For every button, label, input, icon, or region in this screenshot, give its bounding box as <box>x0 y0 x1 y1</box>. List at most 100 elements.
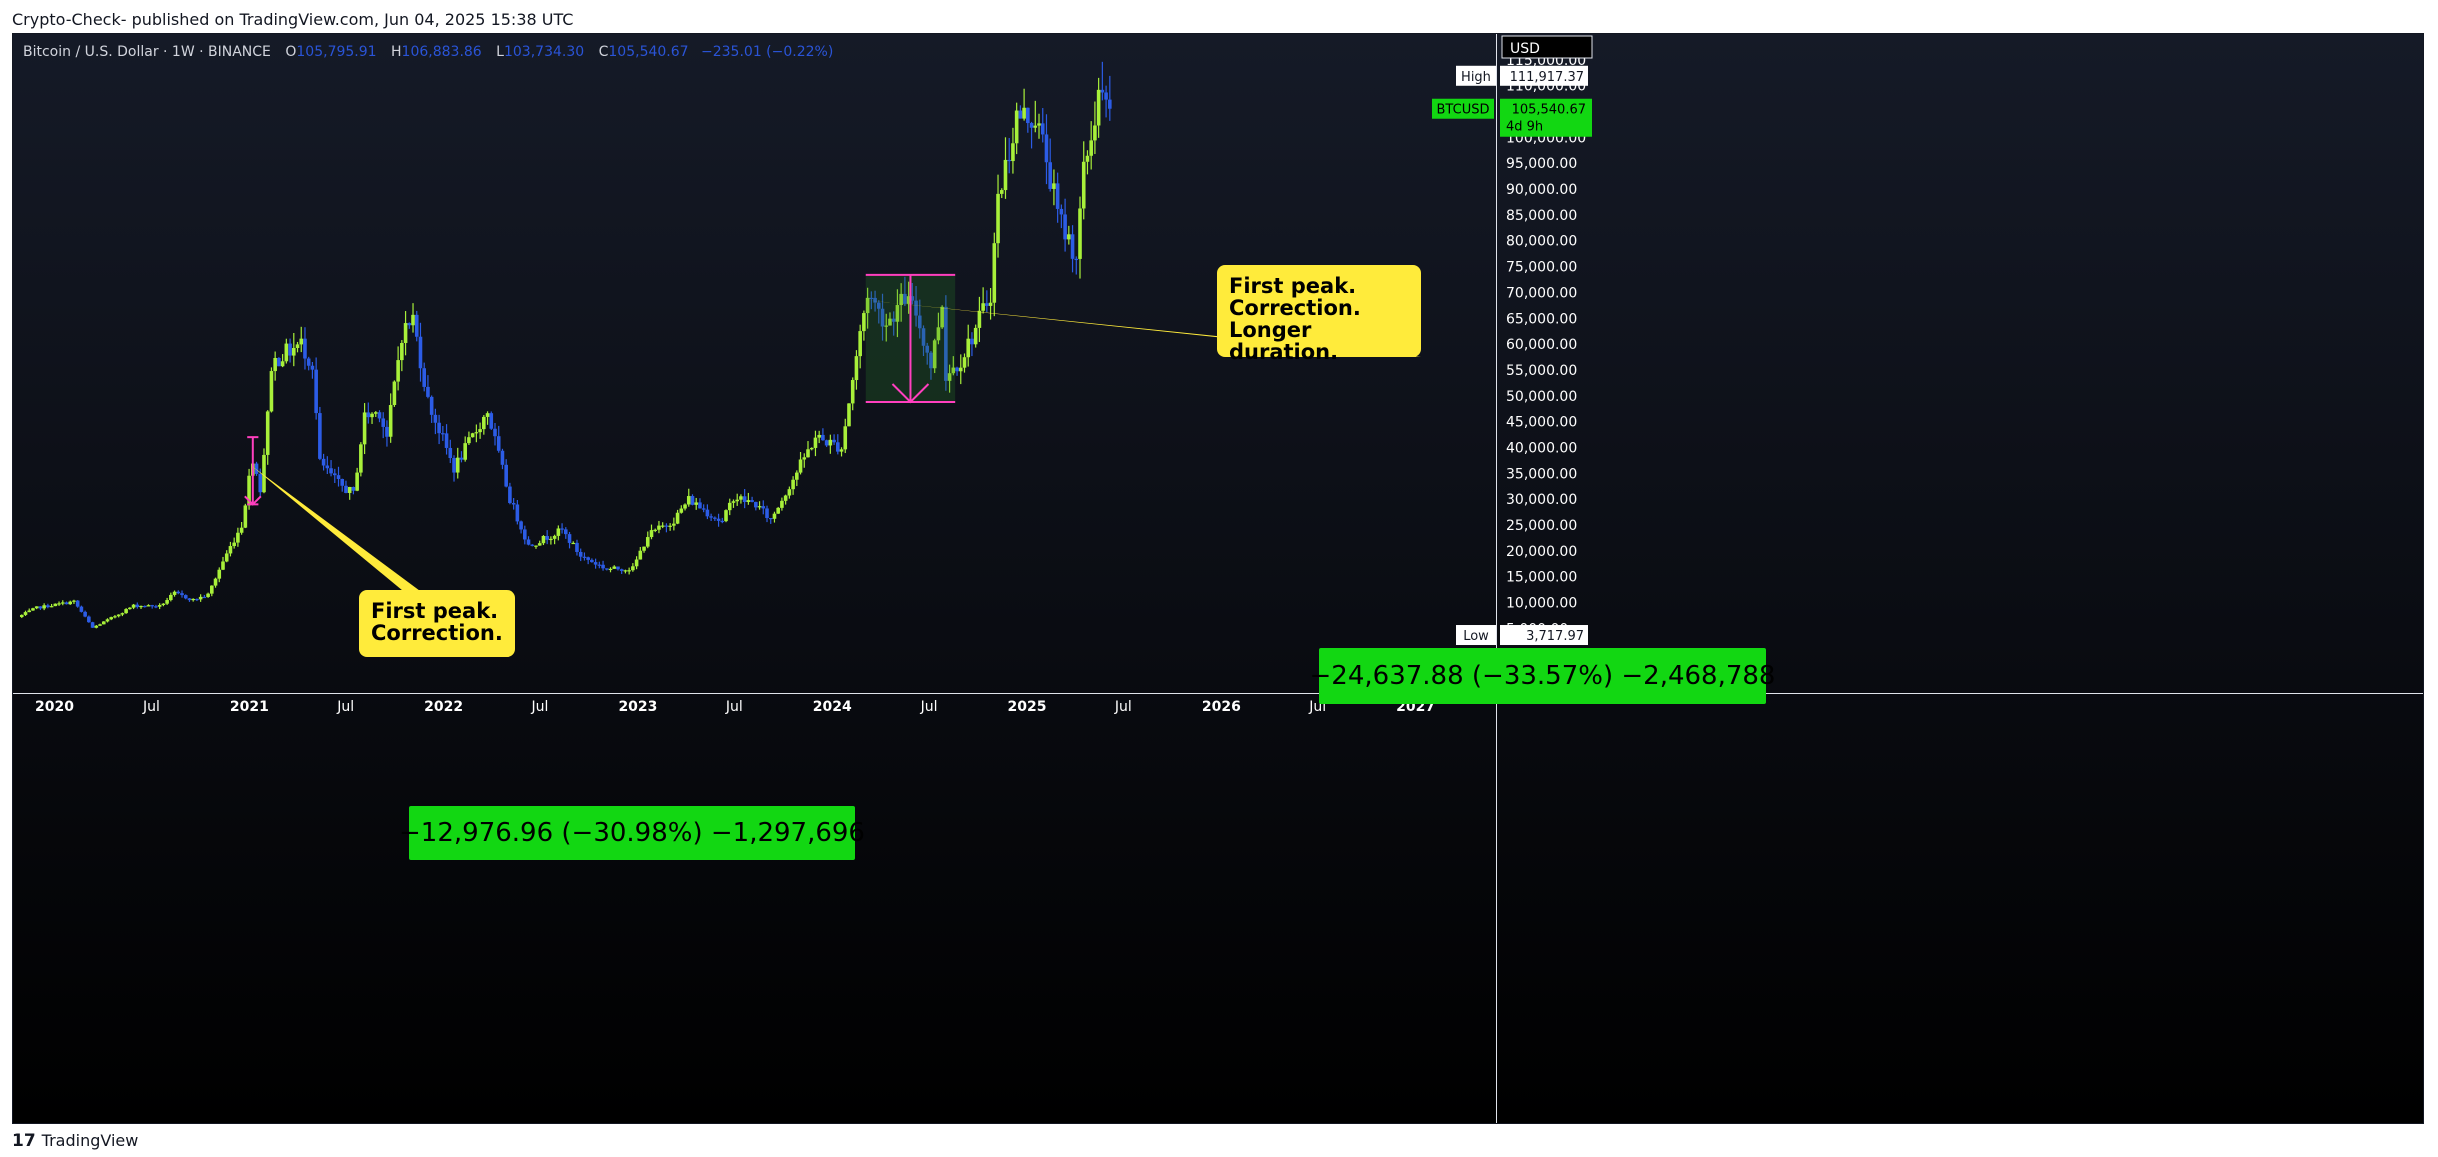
candle-254 <box>966 324 971 367</box>
candle-body <box>534 545 538 547</box>
candle-body <box>392 381 397 406</box>
candle-93 <box>366 402 371 424</box>
candle-61 <box>247 468 251 510</box>
candle-body <box>239 527 244 533</box>
candle-body <box>746 500 751 503</box>
callout-first-correction[interactable]: First peak. Correction. <box>359 590 515 657</box>
measure-label-first-correction[interactable]: −12,976.96 (−30.98%) −1,297,696 <box>399 806 865 860</box>
callout-second-correction[interactable]: First peak. Correction. Longer duration. <box>1217 265 1421 363</box>
candle-body <box>236 532 240 543</box>
candle-body <box>172 591 177 595</box>
y-tick-17: 25,000.00 <box>1506 518 1577 534</box>
candle-269 <box>1022 88 1026 121</box>
candle-265 <box>1007 137 1012 174</box>
candle-277 <box>1052 169 1056 206</box>
candle-235 <box>895 289 900 338</box>
candle-183 <box>701 504 706 513</box>
x-tick-11: Jul <box>1114 699 1132 715</box>
candle-body <box>876 302 881 309</box>
candle-132 <box>511 498 516 510</box>
candle-85 <box>336 466 341 487</box>
x-tick-2: 2021 <box>230 699 269 715</box>
candle-body <box>306 358 311 366</box>
candle-271 <box>1029 121 1034 149</box>
published-by-line: Crypto-Check- published on TradingView.c… <box>12 10 574 29</box>
candle-208 <box>795 470 799 487</box>
candle-body <box>258 473 263 493</box>
candle-body <box>850 380 855 404</box>
candle-body <box>187 598 192 601</box>
candle-body <box>370 413 374 418</box>
candlestick-chart[interactable]: 2020 Jul 2021 Jul 2022 Jul 2023 Jul 2024 Jul 2025 J… <box>13 34 2424 1124</box>
chart-frame[interactable]: 2020 Jul 2021 Jul 2022 Jul 2023 Jul 2024 Jul 2025 J… <box>12 33 2424 1124</box>
candle-114 <box>444 424 449 455</box>
candle-body <box>1022 107 1026 119</box>
candle-291 <box>1104 85 1108 118</box>
candle-200 <box>765 505 769 523</box>
candle-273 <box>1037 113 1041 139</box>
candle-body <box>101 621 106 625</box>
candle-body <box>858 331 862 357</box>
high-marker-value-tag <box>1500 65 1588 86</box>
candle-112 <box>437 414 441 445</box>
candle-body <box>366 412 371 418</box>
candle-body <box>944 306 948 381</box>
tradingview-logo-icon[interactable]: 17 <box>12 1130 36 1151</box>
candle-body <box>884 325 889 327</box>
candle-135 <box>523 525 527 545</box>
candle-39 <box>165 597 169 605</box>
candle-230 <box>876 300 881 324</box>
candle-body <box>765 508 769 518</box>
candle-127 <box>493 422 497 446</box>
candle-242 <box>921 325 926 357</box>
candle-228 <box>869 291 874 310</box>
candle-288 <box>1093 101 1097 155</box>
candle-body <box>973 327 978 345</box>
candle-69 <box>277 357 281 367</box>
candle-64 <box>258 468 263 497</box>
candle-body <box>962 357 967 368</box>
candle-body <box>340 478 345 486</box>
candle-244 <box>929 351 933 380</box>
candle-body <box>426 386 430 397</box>
candle-149 <box>575 539 579 556</box>
candle-37 <box>157 603 162 610</box>
legend-high-value: 106,883.86 <box>401 44 482 60</box>
x-tick-1: Jul <box>142 699 160 715</box>
high-marker-label: High <box>1461 70 1491 85</box>
legend-symbol[interactable]: Bitcoin / U.S. Dollar · 1W · BINANCE <box>23 44 271 60</box>
candle-body <box>709 516 713 518</box>
candle-body <box>1063 214 1067 240</box>
candle-body <box>176 591 181 594</box>
candle-42 <box>176 590 181 595</box>
candle-body <box>332 473 337 476</box>
candle-body <box>303 338 307 359</box>
candle-65 <box>262 448 266 494</box>
candle-body <box>1108 99 1112 109</box>
candle-164 <box>631 563 635 572</box>
legend-high-label: H <box>391 44 402 60</box>
candle-231 <box>880 293 885 341</box>
candle-110 <box>429 395 434 423</box>
candle-75 <box>299 326 304 353</box>
candle-body <box>713 517 717 519</box>
candle-4 <box>34 606 39 610</box>
candle-body <box>813 437 818 448</box>
measure-label-second-correction[interactable]: −24,637.88 (−33.57%) −2,468,788 <box>1310 648 1775 704</box>
candle-body <box>295 344 300 349</box>
candle-body <box>19 614 24 618</box>
tradingview-footer: 17 TradingView <box>12 1124 412 1157</box>
candle-173 <box>664 523 669 533</box>
candle-72 <box>288 338 292 363</box>
candle-body <box>27 610 32 613</box>
candle-body <box>567 534 572 543</box>
candle-57 <box>232 537 236 549</box>
candle-body <box>891 318 896 322</box>
candle-139 <box>537 540 542 546</box>
candle-59 <box>239 521 244 535</box>
x-tick-7: Jul <box>725 699 743 715</box>
candle-219 <box>836 434 840 455</box>
candle-body <box>578 551 583 557</box>
legend-close-value: 105,540.67 <box>608 44 689 60</box>
candle-body <box>839 449 844 452</box>
